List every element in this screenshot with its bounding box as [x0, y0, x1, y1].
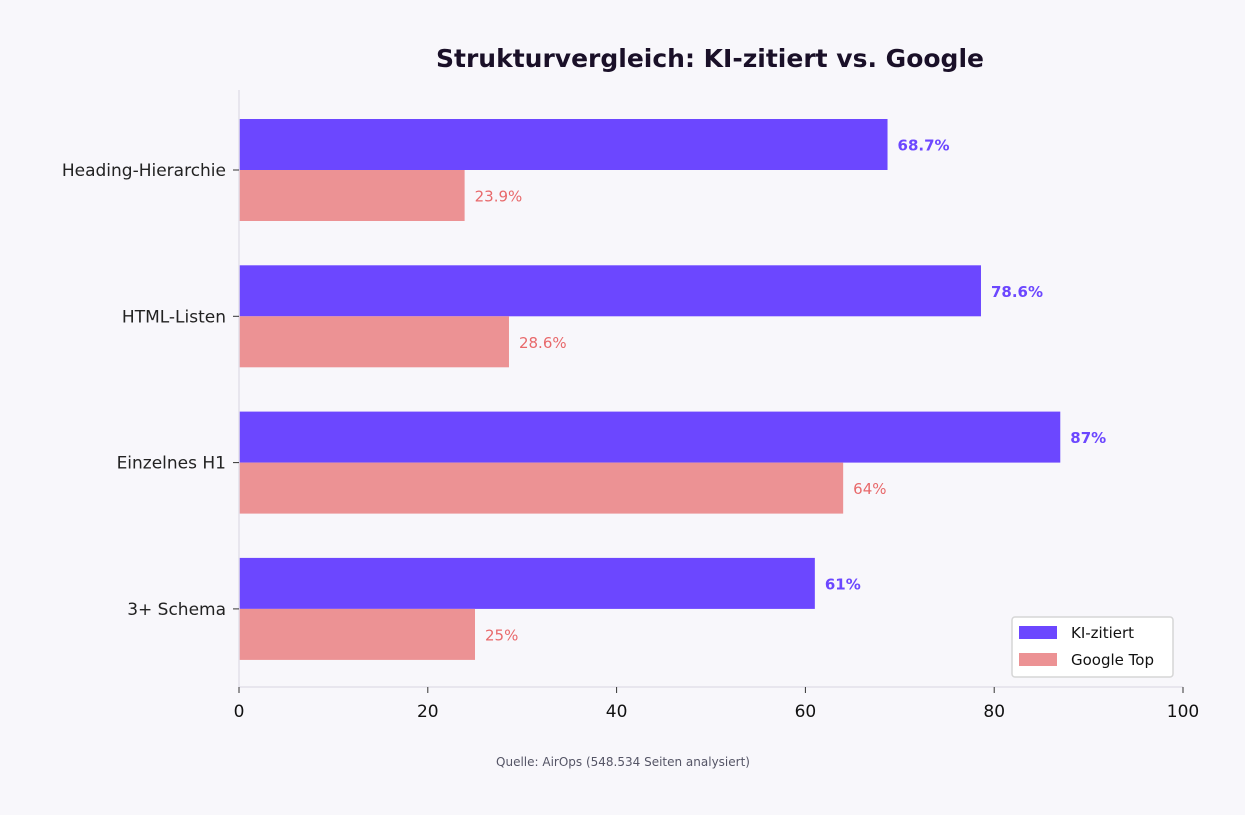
legend-label-google: Google Top — [1071, 651, 1154, 669]
data-label: 68.7% — [898, 137, 950, 155]
chart-title: Strukturvergleich: KI-zitiert vs. Google — [436, 44, 984, 73]
ki-zitiert-bar — [239, 411, 1061, 463]
category-label: Einzelnes H1 — [117, 454, 226, 474]
category-label: Heading-Hierarchie — [62, 161, 226, 181]
x-tick-label: 80 — [983, 702, 1005, 722]
data-label: 61% — [825, 575, 861, 593]
x-tick-label: 100 — [1167, 702, 1199, 722]
data-label: 25% — [485, 626, 518, 644]
data-label: 78.6% — [991, 283, 1043, 301]
google-top-bar — [239, 462, 844, 514]
google-top-bar — [239, 170, 465, 221]
source-note: Quelle: AirOps (548.534 Seiten analysier… — [496, 755, 750, 769]
legend-swatch-google — [1019, 653, 1057, 666]
data-label: 64% — [853, 480, 886, 498]
data-label: 87% — [1070, 429, 1106, 447]
x-tick-label: 0 — [234, 702, 245, 722]
legend-swatch-ki — [1019, 626, 1057, 639]
ki-zitiert-bar — [239, 265, 981, 317]
legend-label-ki: KI-zitiert — [1071, 624, 1134, 642]
x-tick-label: 20 — [417, 702, 439, 722]
legend: KI-zitiert Google Top — [1011, 616, 1174, 678]
data-label: 23.9% — [475, 188, 523, 206]
google-top-bar — [239, 316, 509, 368]
x-tick-label: 60 — [795, 702, 817, 722]
x-tick-label: 40 — [606, 702, 628, 722]
category-label: HTML-Listen — [122, 307, 226, 327]
data-label: 28.6% — [519, 334, 567, 352]
category-label: 3+ Schema — [127, 600, 226, 620]
google-top-bar — [239, 608, 475, 660]
ki-zitiert-bar — [239, 557, 815, 609]
ki-zitiert-bar — [239, 119, 888, 170]
